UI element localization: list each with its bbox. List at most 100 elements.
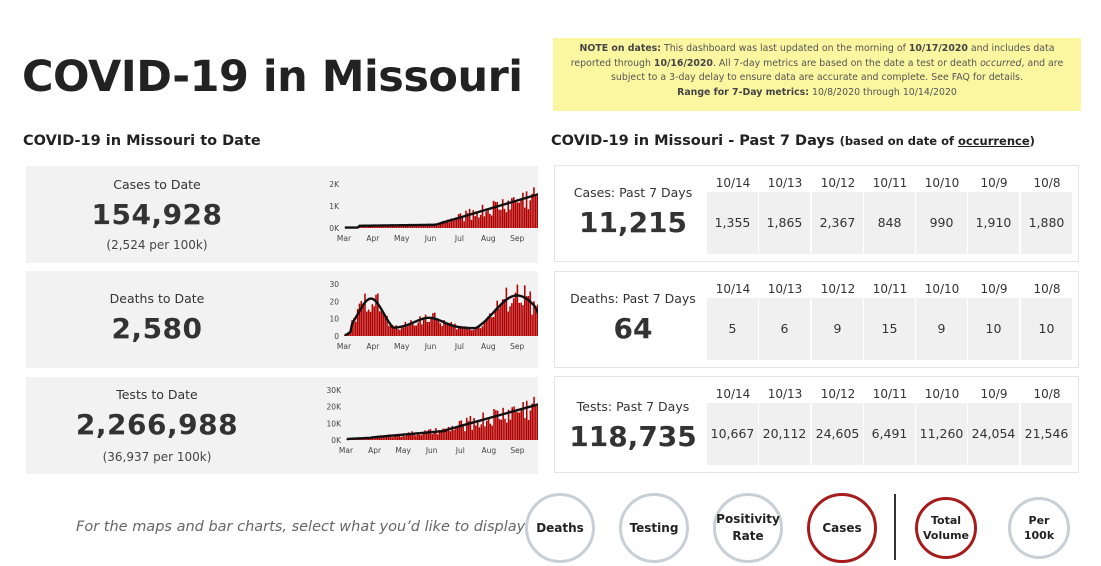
spark-bar bbox=[481, 204, 484, 228]
cases-day-value[interactable]: 848 bbox=[864, 192, 915, 254]
spark-bar bbox=[483, 322, 486, 336]
spark-bar bbox=[472, 330, 475, 336]
spark-bar bbox=[419, 316, 421, 336]
spark-bar bbox=[485, 319, 487, 336]
spark-bar bbox=[388, 226, 390, 228]
spark-bar bbox=[461, 328, 464, 336]
spark-bar bbox=[482, 412, 484, 440]
spark-bar bbox=[432, 224, 434, 228]
tests-day-value[interactable]: 6,491 bbox=[864, 403, 915, 465]
tests-past7-card[interactable]: Tests: Past 7 Days 118,735 10/14 10,667 10… bbox=[554, 376, 1079, 473]
deaths-day-value[interactable]: 9 bbox=[812, 298, 863, 360]
deaths-day-value[interactable]: 5 bbox=[707, 298, 758, 360]
spark-bar bbox=[536, 406, 538, 440]
spark-bar bbox=[456, 425, 459, 440]
tests-day-value[interactable]: 21,546 bbox=[1021, 403, 1072, 465]
spark-bar bbox=[391, 225, 394, 228]
spark-bar bbox=[376, 436, 379, 440]
positivity-rate-toggle-button[interactable]: Positivity Rate bbox=[713, 493, 783, 563]
tests-day-value[interactable]: 24,054 bbox=[968, 403, 1019, 465]
cases-past7-value: 11,215 bbox=[578, 206, 688, 239]
cases-past7-card[interactable]: Cases: Past 7 Days 11,215 10/14 1,355 10/1… bbox=[554, 165, 1079, 262]
spark-bar bbox=[506, 422, 508, 440]
total-volume-toggle-button[interactable]: Total Volume bbox=[915, 497, 977, 559]
tests-sparkline-chart[interactable]: 30K20K10K0KMarAprMayJunJulAugSepOct bbox=[294, 377, 538, 474]
y-tick-label: 2K bbox=[329, 180, 340, 189]
spark-bar bbox=[371, 438, 373, 440]
spark-bar bbox=[398, 435, 401, 440]
spark-bar bbox=[531, 193, 533, 228]
spark-bar bbox=[445, 323, 447, 336]
spark-bar bbox=[433, 312, 436, 336]
spark-bar bbox=[442, 428, 444, 440]
month-tick-label: May bbox=[394, 342, 410, 351]
deaths-day-value[interactable]: 9 bbox=[916, 298, 967, 360]
deaths-to-date-card[interactable]: Deaths to Date 2,580 30 20 10 0 Mar Apr May Jun… bbox=[26, 271, 538, 368]
spark-bar bbox=[518, 412, 521, 440]
cases-day-value[interactable]: 1,880 bbox=[1021, 192, 1072, 254]
spark-bar bbox=[366, 225, 368, 228]
spark-bar bbox=[459, 325, 462, 336]
tests-day-value[interactable]: 24,605 bbox=[812, 403, 863, 465]
deaths-day-value[interactable]: 10 bbox=[1021, 298, 1072, 360]
spark-bar bbox=[344, 334, 346, 336]
cases-toggle-button[interactable]: Cases bbox=[807, 493, 877, 563]
spark-bar bbox=[420, 435, 423, 440]
spark-bar bbox=[512, 298, 515, 336]
cases-to-date-card[interactable]: Cases to Date 154,928 (2,524 per 100k) 2… bbox=[26, 166, 538, 263]
deaths-past7-card[interactable]: Deaths: Past 7 Days 64 10/14 5 10/13 6 10/12… bbox=[554, 271, 1079, 368]
cases-day-value[interactable]: 2,367 bbox=[812, 192, 863, 254]
date-header: 10/10 bbox=[924, 176, 960, 190]
y-tick-label: 0K bbox=[331, 436, 342, 445]
spark-bar bbox=[489, 213, 491, 228]
cases-day-value[interactable]: 1,910 bbox=[968, 192, 1019, 254]
spark-bar bbox=[413, 225, 416, 228]
date-header: 10/14 bbox=[715, 387, 751, 401]
spark-bar bbox=[369, 226, 372, 228]
spark-bar bbox=[417, 225, 420, 228]
spark-bar bbox=[395, 225, 397, 228]
spark-bar bbox=[356, 309, 359, 336]
spark-bar bbox=[471, 429, 473, 440]
tests-to-date-label: Tests to Date bbox=[116, 387, 198, 402]
occurrence-link[interactable]: occurrence bbox=[957, 134, 1030, 148]
spark-bar bbox=[362, 306, 364, 336]
spark-bar bbox=[496, 410, 499, 440]
spark-bar bbox=[507, 409, 510, 440]
per-100k-toggle-button[interactable]: Per 100k bbox=[1008, 497, 1070, 559]
deaths-day-value[interactable]: 10 bbox=[968, 298, 1019, 360]
spark-bar bbox=[377, 293, 379, 336]
spark-bar bbox=[415, 325, 418, 336]
date-header: 10/9 bbox=[980, 176, 1008, 190]
tests-day-value[interactable]: 10,667 bbox=[707, 403, 758, 465]
deaths-sparkline-chart[interactable]: 3020100MarAprMayJunJulAugSepOct bbox=[294, 271, 538, 368]
spark-bar bbox=[407, 432, 410, 440]
spark-bar bbox=[475, 425, 477, 440]
cases-sparkline-chart[interactable]: 2K1K0KMarAprMayJunJulAugSepOct bbox=[294, 166, 538, 263]
deaths-day-value[interactable]: 15 bbox=[864, 298, 915, 360]
date-header: 10/9 bbox=[980, 387, 1008, 401]
deaths-day-value[interactable]: 6 bbox=[759, 298, 810, 360]
tests-day-value[interactable]: 11,260 bbox=[916, 403, 967, 465]
cases-day-value[interactable]: 1,355 bbox=[707, 192, 758, 254]
cases-day-value[interactable]: 990 bbox=[916, 192, 967, 254]
note-through-date: 10/16/2020 bbox=[653, 57, 713, 69]
testing-toggle-button[interactable]: Testing bbox=[619, 493, 689, 563]
tests-day-value[interactable]: 20,112 bbox=[759, 403, 810, 465]
tests-per-100k: (36,937 per 100k) bbox=[102, 450, 212, 464]
spark-bar bbox=[446, 430, 448, 440]
date-header: 10/12 bbox=[820, 282, 856, 296]
spark-bar bbox=[533, 187, 535, 228]
spark-bar bbox=[514, 201, 517, 228]
spark-bar bbox=[396, 435, 399, 440]
spark-bar bbox=[533, 396, 535, 440]
spark-bar bbox=[514, 292, 517, 336]
spark-bar bbox=[462, 426, 464, 440]
cases-day-value[interactable]: 1,865 bbox=[759, 192, 810, 254]
tests-to-date-card[interactable]: Tests to Date 2,266,988 (36,937 per 100k… bbox=[26, 377, 538, 474]
date-header: 10/9 bbox=[980, 282, 1008, 296]
spark-bar bbox=[415, 224, 418, 228]
past7-heading-text: COVID-19 in Missouri - Past 7 Days bbox=[551, 133, 835, 149]
seven-day-average-line bbox=[346, 403, 538, 441]
deaths-toggle-button[interactable]: Deaths bbox=[525, 493, 595, 563]
